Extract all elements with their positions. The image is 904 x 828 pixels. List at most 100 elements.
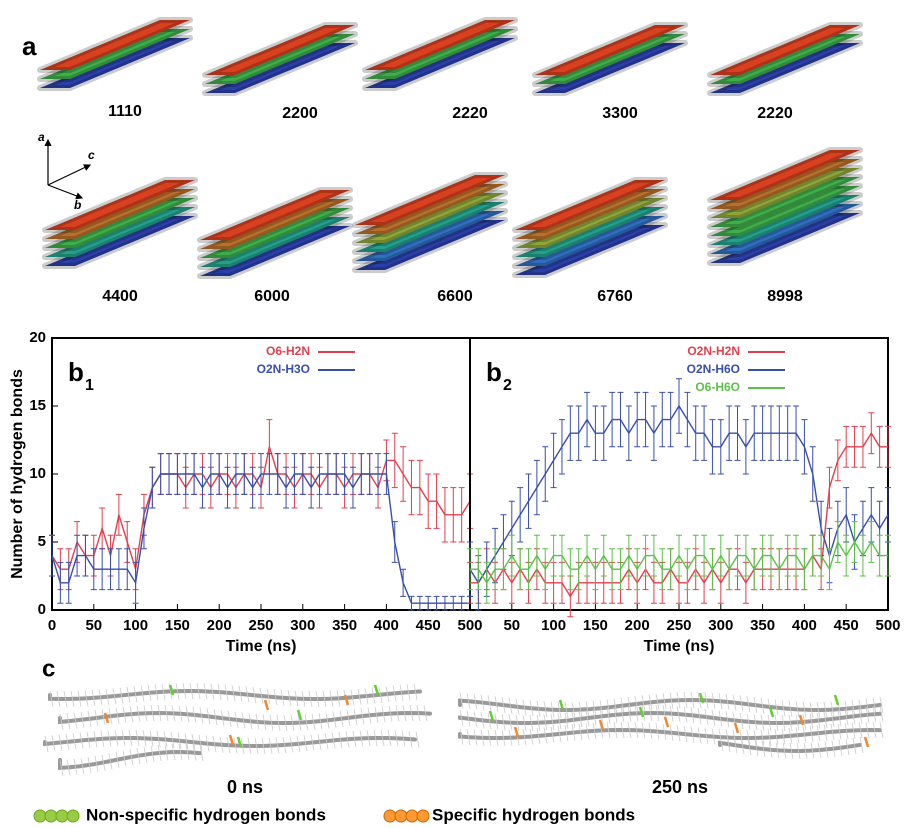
side-chain — [494, 695, 499, 713]
side-chain — [823, 701, 828, 718]
side-chain — [725, 693, 730, 710]
side-chain — [816, 725, 821, 742]
x-tick-label: 100 — [123, 617, 148, 634]
legend-marker — [66, 809, 80, 823]
side-chain — [676, 705, 681, 723]
side-chain — [760, 729, 765, 746]
hbond — [228, 734, 235, 746]
side-chain — [697, 727, 702, 744]
side-chain — [760, 697, 765, 714]
side-chain — [63, 690, 68, 708]
hbond — [598, 719, 605, 731]
side-chain — [838, 739, 843, 757]
side-chain — [136, 705, 141, 722]
side-chain — [817, 742, 822, 759]
side-chain — [290, 714, 295, 732]
side-chain — [613, 698, 618, 715]
panel-label: c — [42, 655, 55, 682]
hbond — [798, 714, 805, 726]
side-chain — [872, 697, 877, 714]
axis-letter: c — [88, 148, 95, 162]
side-chain — [858, 707, 863, 724]
side-chain — [268, 737, 273, 754]
side-chain — [627, 721, 632, 739]
side-chain — [44, 735, 49, 753]
side-chain — [266, 688, 271, 705]
side-chain — [459, 692, 464, 709]
side-chain — [802, 726, 807, 743]
x-tick-label: 300 — [290, 617, 315, 634]
side-chain — [662, 723, 667, 741]
side-chain — [627, 696, 632, 714]
side-chain — [322, 690, 327, 707]
hbond — [768, 706, 775, 718]
side-chain — [378, 686, 383, 703]
side-chain — [122, 750, 127, 767]
side-chain — [143, 705, 148, 722]
hbond — [833, 694, 840, 706]
x-tick-label: 450 — [834, 617, 859, 634]
side-chain — [196, 683, 201, 700]
side-chain — [289, 736, 294, 753]
side-chain — [56, 690, 61, 708]
side-chain — [338, 731, 343, 748]
side-chain — [415, 731, 420, 748]
side-chain — [416, 705, 421, 722]
side-chain — [522, 699, 527, 716]
side-chain — [711, 728, 716, 745]
side-chain — [84, 690, 89, 707]
side-chain — [163, 731, 168, 748]
side-chain — [830, 701, 835, 718]
side-chain — [178, 705, 183, 722]
side-chain — [788, 714, 793, 731]
side-chain — [107, 730, 112, 747]
side-chain — [150, 705, 155, 722]
legend-marker — [55, 809, 69, 823]
hbond — [733, 722, 740, 734]
x-tick-label: 100 — [541, 617, 566, 634]
side-chain — [261, 737, 266, 754]
side-chain — [865, 698, 870, 715]
side-chain — [816, 701, 821, 719]
chain — [48, 689, 422, 701]
side-chain — [409, 704, 414, 722]
fibril-layer — [42, 177, 198, 233]
side-chain — [599, 708, 604, 725]
side-chain — [310, 734, 315, 751]
side-chain — [311, 713, 316, 730]
side-chain — [739, 712, 744, 730]
side-chain — [156, 730, 161, 748]
side-chain — [761, 740, 766, 757]
x-tick-label: 200 — [625, 617, 650, 634]
side-chain — [879, 705, 884, 722]
x-tick-label: 350 — [332, 617, 357, 634]
side-chain — [823, 724, 828, 741]
side-chain — [655, 693, 660, 710]
side-chain — [360, 708, 365, 725]
side-chain — [459, 709, 464, 726]
side-chain — [641, 722, 646, 739]
side-chain — [852, 737, 857, 755]
x-axis-title: Time (ns) — [226, 638, 297, 655]
side-chain — [205, 735, 210, 752]
side-chain — [774, 728, 779, 746]
side-chain — [844, 700, 849, 717]
side-chain — [740, 737, 745, 755]
side-chain — [803, 742, 808, 759]
side-chain — [690, 726, 695, 743]
side-chain — [585, 701, 590, 718]
side-chain — [80, 758, 85, 775]
side-chain — [851, 700, 856, 717]
side-chain — [147, 684, 152, 701]
side-chain — [747, 738, 752, 756]
side-chain — [86, 731, 91, 749]
side-chain — [336, 690, 341, 707]
fibril-layer — [197, 187, 353, 243]
fibril-layer — [202, 22, 358, 78]
side-chain — [704, 727, 709, 745]
side-chain — [830, 710, 835, 728]
snapshot-label: 0 ns — [227, 777, 263, 797]
side-chain — [296, 735, 301, 752]
legend-marker — [33, 809, 47, 823]
side-chain — [480, 694, 485, 711]
